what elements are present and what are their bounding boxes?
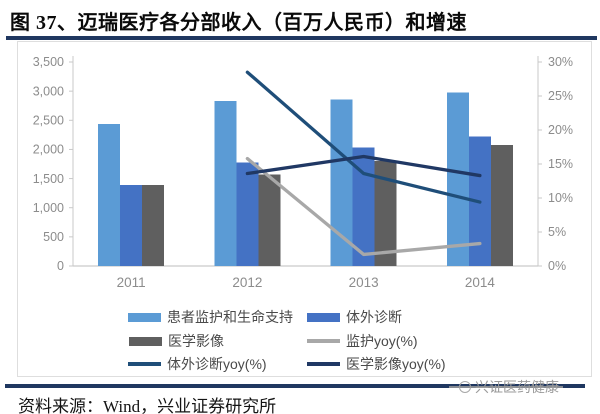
- legend-item-imaging-yoy: 医学影像yoy(%): [307, 355, 446, 373]
- left-axis-tick-label: 0: [57, 259, 64, 273]
- right-axis-tick-label: 25%: [548, 89, 573, 103]
- legend-label-imaging-yoy: 医学影像yoy(%): [346, 356, 446, 372]
- bottom-rule: [5, 384, 585, 388]
- bar-series-1-cat-2011: [120, 184, 143, 266]
- bar-series-0-cat-2012: [214, 101, 237, 267]
- left-axis-tick-label: 1,500: [33, 172, 64, 186]
- legend-swatch-monitoring-yoy: [307, 339, 340, 343]
- left-axis-tick-label: 1,000: [33, 201, 64, 215]
- left-axis-tick-label: 3,000: [33, 84, 64, 98]
- legend-item-monitoring-yoy: 监护yoy(%): [307, 332, 418, 350]
- legend-swatch-patient-monitoring: [128, 312, 161, 322]
- legend-swatch-ivd: [307, 312, 340, 322]
- right-axis-tick-label: 10%: [548, 191, 573, 205]
- growth-line-1: [245, 70, 482, 204]
- legend-swatch-imaging-yoy: [307, 362, 340, 366]
- bar-series-0-cat-2013: [330, 99, 353, 266]
- right-axis-tick-label: 0%: [548, 259, 566, 273]
- x-axis-label-2013: 2013: [349, 275, 379, 290]
- left-axis-tick-label: 3,500: [33, 55, 64, 69]
- left-axis-tick-label: 2,500: [33, 113, 64, 127]
- right-axis-tick-label: 30%: [548, 55, 573, 69]
- watermark-logo-icon: [459, 381, 471, 393]
- left-axis-tick-label: 500: [43, 230, 64, 244]
- bar-series-0-cat-2011: [98, 123, 121, 266]
- bar-series-2-cat-2011: [142, 184, 165, 266]
- right-axis-tick-label: 5%: [548, 225, 566, 239]
- bar-series-0-cat-2014: [446, 92, 469, 267]
- legend-label-ivd-yoy: 体外诊断yoy(%): [167, 356, 267, 372]
- bar-series-1-cat-2012: [236, 162, 259, 266]
- x-axis-label-2012: 2012: [232, 275, 262, 290]
- left-axis-tick-label: 2,000: [33, 143, 64, 157]
- right-axis-tick-label: 20%: [548, 123, 573, 137]
- bar-series-1-cat-2013: [352, 147, 375, 266]
- watermark-text: 兴证医药健康: [475, 379, 559, 395]
- growth-line-2: [245, 154, 482, 178]
- legend-label-monitoring-yoy: 监护yoy(%): [346, 333, 418, 349]
- legend-label-patient-monitoring: 患者监护和生命支持: [167, 309, 293, 325]
- legend-label-medical-imaging: 医学影像: [168, 333, 224, 349]
- legend-swatch-ivd-yoy: [128, 362, 161, 366]
- bar-series-2-cat-2014: [490, 144, 513, 266]
- top-rule: [6, 36, 597, 40]
- legend-item-ivd-yoy: 体外诊断yoy(%): [128, 355, 267, 373]
- x-axis-label-2011: 2011: [117, 275, 146, 290]
- legend-label-ivd: 体外诊断: [346, 309, 402, 325]
- legend-item-ivd: 体外诊断: [307, 308, 402, 326]
- watermark: 兴证医药健康: [449, 377, 563, 397]
- x-axis-label-2014: 2014: [465, 275, 496, 290]
- figure-title: 图 37、迈瑞医疗各分部收入（百万人民币）和增速: [10, 12, 467, 34]
- bar-series-2-cat-2013: [374, 161, 397, 266]
- growth-line-0: [245, 156, 482, 257]
- chart-frame: [17, 41, 592, 377]
- legend-swatch-medical-imaging: [129, 336, 162, 346]
- source-note: 资料来源：Wind，兴业证券研究所: [18, 397, 277, 414]
- legend-item-medical-imaging: 医学影像: [129, 332, 224, 350]
- legend-item-patient-monitoring: 患者监护和生命支持: [128, 308, 293, 326]
- bar-series-2-cat-2012: [258, 174, 281, 266]
- right-axis-tick-label: 15%: [548, 157, 573, 171]
